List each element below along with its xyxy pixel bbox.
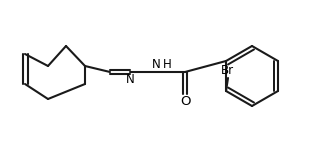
Text: H: H: [163, 58, 172, 71]
Text: N: N: [152, 58, 161, 71]
Text: Br: Br: [221, 64, 234, 77]
Text: O: O: [180, 95, 190, 108]
Text: N: N: [126, 73, 134, 86]
